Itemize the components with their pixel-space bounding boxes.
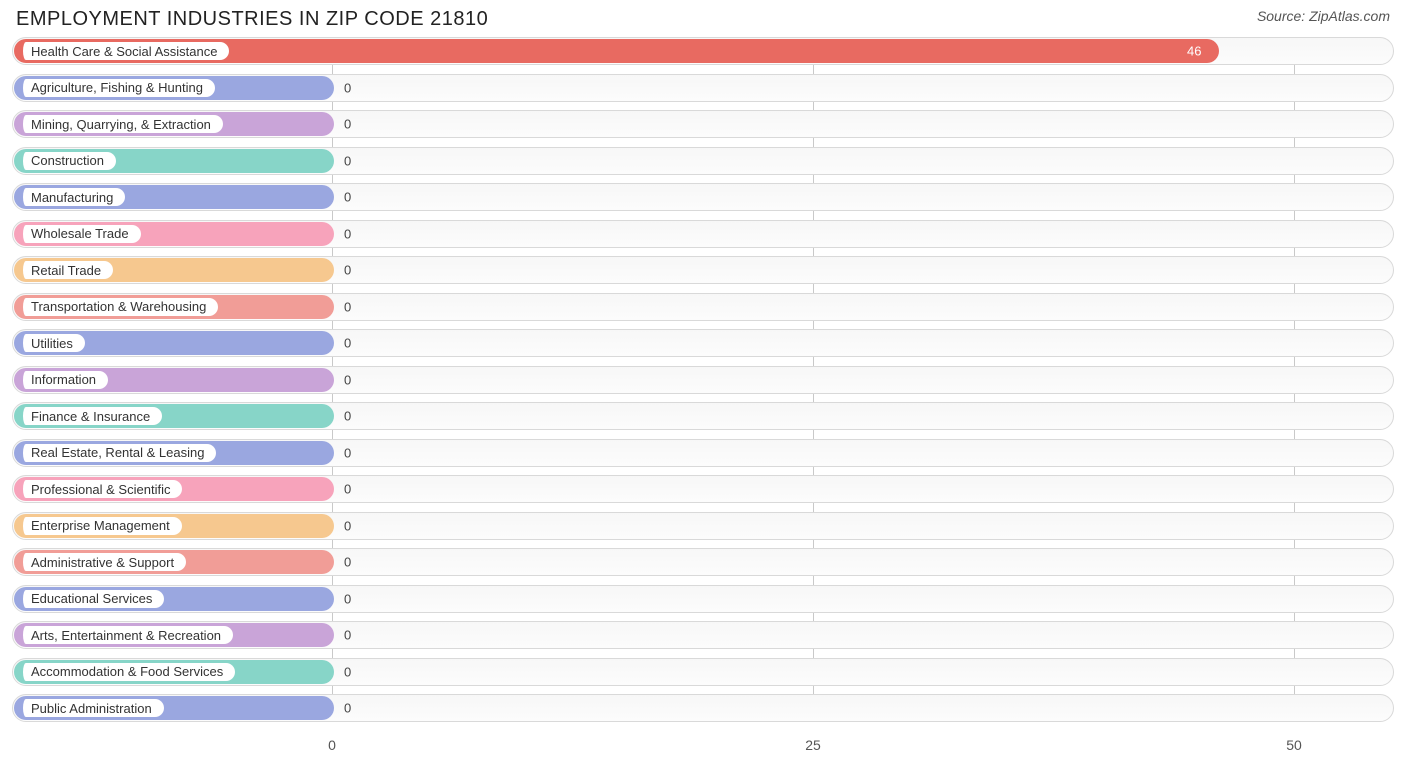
bar-row: Real Estate, Rental & Leasing 0 bbox=[12, 439, 1394, 467]
x-axis-tick-label: 25 bbox=[805, 737, 821, 753]
bar-row: Construction 0 bbox=[12, 147, 1394, 175]
bar-value-label: 0 bbox=[344, 117, 351, 132]
bar-row: Mining, Quarrying, & Extraction 0 bbox=[12, 110, 1394, 138]
bar-value-label: 46 bbox=[1187, 44, 1201, 59]
bar-value-label: 0 bbox=[344, 336, 351, 351]
bar-label-pill: Real Estate, Rental & Leasing bbox=[17, 444, 216, 462]
chart-container: EMPLOYMENT INDUSTRIES IN ZIP CODE 21810 … bbox=[0, 0, 1406, 776]
bar-value-label: 0 bbox=[344, 518, 351, 533]
bar-label-pill: Professional & Scientific bbox=[17, 480, 182, 498]
bar-row: Educational Services 0 bbox=[12, 585, 1394, 613]
bar-row: Agriculture, Fishing & Hunting 0 bbox=[12, 74, 1394, 102]
bar-value-label: 0 bbox=[344, 153, 351, 168]
bar-value-label: 0 bbox=[344, 190, 351, 205]
bar-label-pill: Administrative & Support bbox=[17, 553, 186, 571]
bar-value-label: 0 bbox=[344, 591, 351, 606]
bar-value-label: 0 bbox=[344, 80, 351, 95]
bar-label-pill: Transportation & Warehousing bbox=[17, 298, 218, 316]
bar-row: Manufacturing 0 bbox=[12, 183, 1394, 211]
bar-row: Information 0 bbox=[12, 366, 1394, 394]
bar-value-label: 0 bbox=[344, 372, 351, 387]
bar-value-label: 0 bbox=[344, 445, 351, 460]
bar-row: Wholesale Trade 0 bbox=[12, 220, 1394, 248]
bar-label-pill: Educational Services bbox=[17, 590, 164, 608]
bar-value-label: 0 bbox=[344, 409, 351, 424]
bar-value-label: 0 bbox=[344, 628, 351, 643]
bar-row: Utilities 0 bbox=[12, 329, 1394, 357]
bar-row: Health Care & Social Assistance 46 bbox=[12, 37, 1394, 65]
chart-area: Health Care & Social Assistance 46 Agricul… bbox=[12, 37, 1394, 737]
bar-value-label: 0 bbox=[344, 482, 351, 497]
bar-label-pill: Health Care & Social Assistance bbox=[17, 42, 229, 60]
bar-label-pill: Wholesale Trade bbox=[17, 225, 141, 243]
x-axis-tick-label: 50 bbox=[1286, 737, 1302, 753]
bar-row: Arts, Entertainment & Recreation 0 bbox=[12, 621, 1394, 649]
bar-value-label: 0 bbox=[344, 226, 351, 241]
bar-label-pill: Mining, Quarrying, & Extraction bbox=[17, 115, 223, 133]
bar-label-pill: Finance & Insurance bbox=[17, 407, 162, 425]
bar-label-pill: Public Administration bbox=[17, 699, 164, 717]
bar-value-label: 0 bbox=[344, 299, 351, 314]
bar-row: Public Administration 0 bbox=[12, 694, 1394, 722]
x-axis-tick-label: 0 bbox=[328, 737, 336, 753]
bar-value-label: 0 bbox=[344, 263, 351, 278]
bar-label-pill: Accommodation & Food Services bbox=[17, 663, 235, 681]
bar-row: Retail Trade 0 bbox=[12, 256, 1394, 284]
bar-value-label: 0 bbox=[344, 701, 351, 716]
bar-label-pill: Retail Trade bbox=[17, 261, 113, 279]
bar-row: Finance & Insurance 0 bbox=[12, 402, 1394, 430]
bar-label-pill: Arts, Entertainment & Recreation bbox=[17, 626, 233, 644]
bar-row: Enterprise Management 0 bbox=[12, 512, 1394, 540]
bars-group: Health Care & Social Assistance 46 Agricul… bbox=[12, 37, 1394, 722]
bar-value-label: 0 bbox=[344, 664, 351, 679]
header: EMPLOYMENT INDUSTRIES IN ZIP CODE 21810 … bbox=[12, 8, 1394, 37]
chart-source: Source: ZipAtlas.com bbox=[1257, 8, 1390, 24]
bar-label-pill: Enterprise Management bbox=[17, 517, 182, 535]
bar-row: Administrative & Support 0 bbox=[12, 548, 1394, 576]
bar-value-label: 0 bbox=[344, 555, 351, 570]
bar-label-pill: Construction bbox=[17, 152, 116, 170]
chart-title: EMPLOYMENT INDUSTRIES IN ZIP CODE 21810 bbox=[16, 8, 488, 31]
bar-row: Accommodation & Food Services 0 bbox=[12, 658, 1394, 686]
bar-label-pill: Agriculture, Fishing & Hunting bbox=[17, 79, 215, 97]
bar-row: Professional & Scientific 0 bbox=[12, 475, 1394, 503]
x-axis: 0 25 50 bbox=[12, 731, 1394, 761]
bar-label-pill: Information bbox=[17, 371, 108, 389]
bar-label-pill: Manufacturing bbox=[17, 188, 125, 206]
bar-label-pill: Utilities bbox=[17, 334, 85, 352]
bar-row: Transportation & Warehousing 0 bbox=[12, 293, 1394, 321]
